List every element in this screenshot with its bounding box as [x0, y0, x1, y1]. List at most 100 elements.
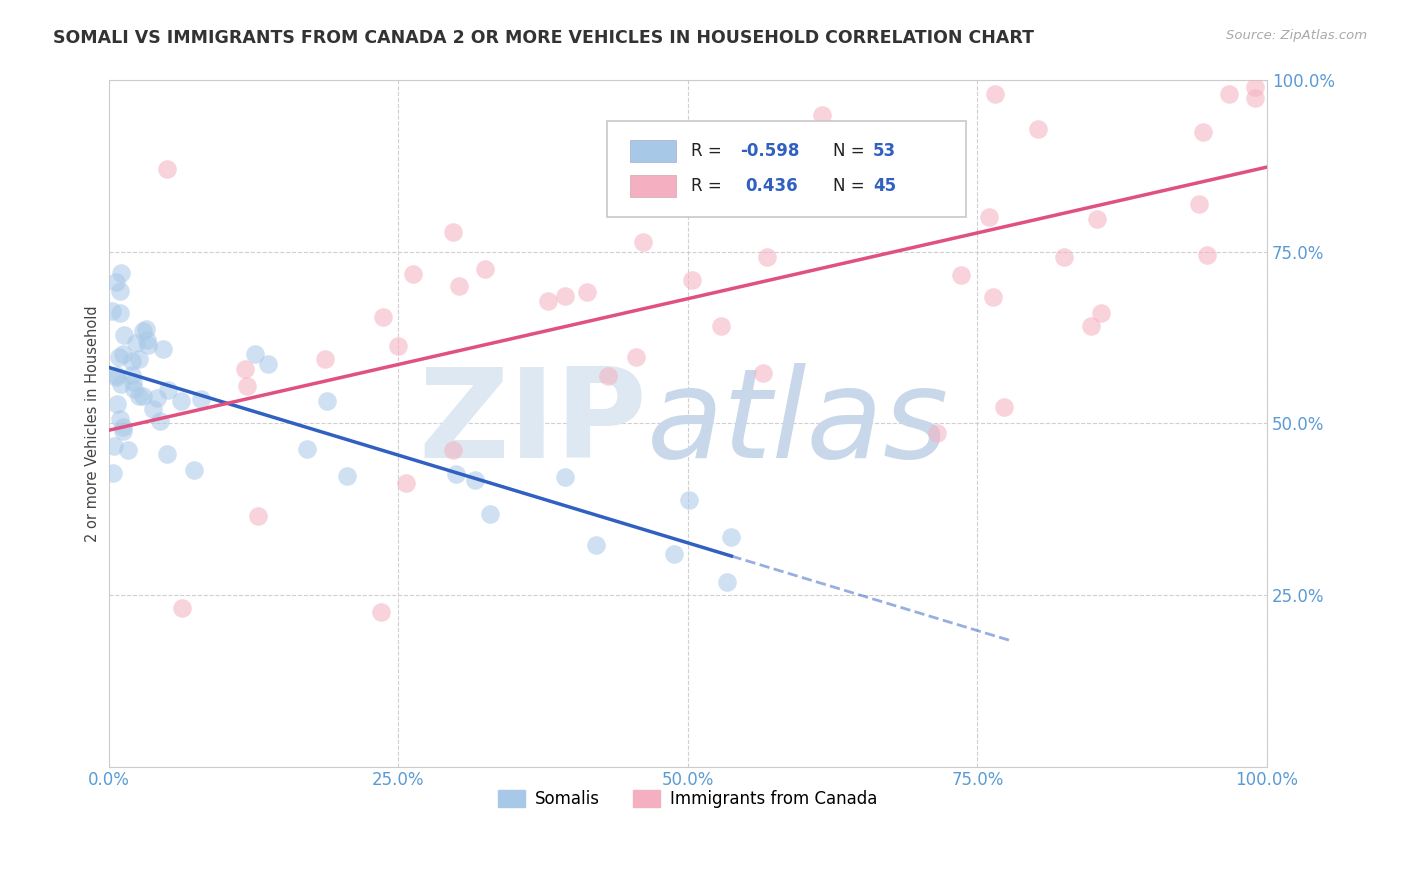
Point — [681, 273, 703, 287]
Point — [256, 357, 278, 371]
Point — [752, 367, 775, 381]
Point — [598, 369, 620, 384]
Text: R =: R = — [692, 178, 727, 195]
Point — [441, 225, 464, 239]
Point — [105, 368, 128, 382]
Point — [373, 310, 395, 325]
Text: R =: R = — [692, 142, 727, 160]
Point — [155, 447, 177, 461]
Point — [122, 382, 145, 396]
Point — [1218, 87, 1240, 101]
Point — [136, 334, 159, 348]
Point — [103, 439, 125, 453]
Point — [128, 388, 150, 402]
Point — [929, 124, 952, 138]
Point — [575, 285, 598, 300]
Point — [626, 350, 648, 364]
Point — [125, 336, 148, 351]
Point — [464, 473, 486, 487]
Text: -0.598: -0.598 — [740, 142, 799, 160]
Point — [122, 375, 145, 389]
Point — [110, 411, 132, 425]
Point — [810, 108, 832, 122]
Point — [710, 318, 733, 333]
Point — [336, 468, 359, 483]
Point — [105, 397, 128, 411]
Point — [111, 420, 134, 434]
Point — [104, 370, 127, 384]
Point — [927, 425, 949, 440]
Point — [387, 339, 409, 353]
Point — [108, 351, 131, 365]
Text: ZIP: ZIP — [419, 363, 647, 483]
Point — [993, 401, 1015, 415]
Point — [983, 87, 1005, 101]
Point — [977, 210, 1000, 224]
Point — [949, 268, 972, 282]
Point — [112, 346, 135, 360]
Point — [243, 346, 266, 360]
Point — [149, 414, 172, 428]
FancyBboxPatch shape — [630, 176, 676, 197]
Point — [155, 162, 177, 177]
Point — [315, 393, 337, 408]
Text: 45: 45 — [873, 178, 896, 195]
Point — [474, 261, 496, 276]
Point — [981, 290, 1004, 304]
Point — [121, 354, 143, 368]
Point — [132, 389, 155, 403]
Point — [172, 600, 194, 615]
Point — [1053, 250, 1076, 264]
Point — [108, 285, 131, 299]
Point — [631, 235, 654, 250]
Point — [1080, 319, 1102, 334]
Point — [112, 327, 135, 342]
Point — [156, 384, 179, 398]
Point — [235, 362, 257, 376]
Text: 0.436: 0.436 — [745, 178, 799, 195]
Text: N =: N = — [832, 142, 869, 160]
Point — [402, 267, 425, 281]
Point — [662, 547, 685, 561]
Point — [146, 392, 169, 406]
Point — [554, 289, 576, 303]
Point — [110, 306, 132, 320]
Point — [444, 467, 467, 481]
Point — [537, 293, 560, 308]
Point — [1243, 91, 1265, 105]
Text: Source: ZipAtlas.com: Source: ZipAtlas.com — [1226, 29, 1367, 43]
Point — [720, 530, 742, 544]
Point — [110, 376, 132, 391]
Point — [136, 337, 159, 351]
Point — [554, 470, 576, 484]
Point — [246, 509, 269, 524]
Point — [1085, 211, 1108, 226]
Point — [101, 466, 124, 480]
Point — [1188, 196, 1211, 211]
Point — [314, 351, 336, 366]
Point — [295, 442, 318, 456]
Point — [395, 476, 418, 491]
Point — [678, 493, 700, 508]
Point — [1197, 248, 1219, 262]
Point — [183, 463, 205, 477]
Point — [1026, 122, 1049, 136]
Point — [132, 324, 155, 338]
Point — [728, 131, 751, 145]
Point — [128, 351, 150, 366]
Point — [152, 342, 174, 356]
Y-axis label: 2 or more Vehicles in Household: 2 or more Vehicles in Household — [86, 305, 100, 541]
Text: atlas: atlas — [647, 363, 949, 483]
Point — [111, 424, 134, 438]
Point — [756, 251, 779, 265]
Point — [1090, 306, 1112, 320]
Text: N =: N = — [832, 178, 869, 195]
Point — [441, 442, 464, 457]
Point — [236, 379, 259, 393]
Point — [190, 392, 212, 406]
FancyBboxPatch shape — [606, 121, 966, 218]
Point — [1191, 125, 1213, 139]
Point — [1244, 79, 1267, 94]
Point — [104, 275, 127, 289]
Text: SOMALI VS IMMIGRANTS FROM CANADA 2 OR MORE VEHICLES IN HOUSEHOLD CORRELATION CHA: SOMALI VS IMMIGRANTS FROM CANADA 2 OR MO… — [53, 29, 1035, 47]
